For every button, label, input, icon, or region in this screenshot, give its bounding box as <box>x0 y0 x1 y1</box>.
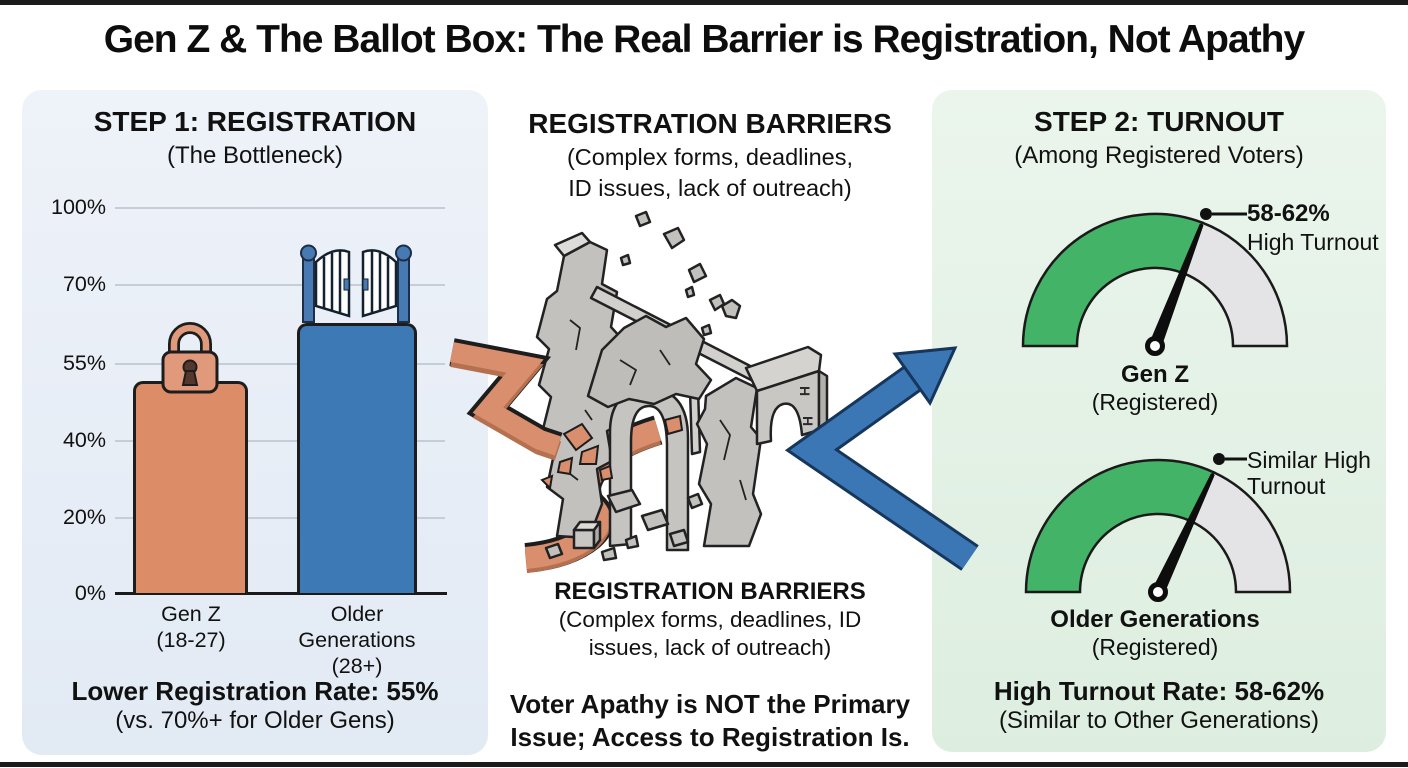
ytick-70: 70% <box>62 272 106 296</box>
older-turnout-note: Similar High Turnout <box>1247 447 1371 500</box>
ytick-100: 100% <box>51 195 106 219</box>
step1-subheading: (The Bottleneck) <box>166 142 344 169</box>
gauge-filled-arc <box>1024 458 1216 594</box>
bar-genz <box>133 381 248 593</box>
gridline-40 <box>115 440 445 442</box>
gauge-needle-hub <box>1145 336 1165 356</box>
ytick-20: 20% <box>62 505 106 529</box>
gauge-filled-arc <box>1021 212 1204 348</box>
older-gauge-sublabel: (Registered) <box>1091 634 1219 660</box>
turnout-rate-comparison: (Similar to Other Generations) <box>998 707 1320 734</box>
breakthrough-arrow <box>784 346 979 571</box>
broken-barrier-illustration: H H <box>449 210 979 573</box>
bar-label-genz: Gen Z (18-27) <box>156 602 226 652</box>
torn-path-shards <box>540 414 684 491</box>
step1-heading: STEP 1: REGISTRATION <box>93 106 417 137</box>
lock-icon <box>161 322 219 394</box>
barriers-caption-sub: (Complex forms, deadlines, ID issues, la… <box>558 607 862 661</box>
registration-rate-comparison: (vs. 70%+ for Older Gens) <box>115 707 395 734</box>
blocked-path-upper-ribbon <box>449 338 684 491</box>
callout-dot <box>1213 453 1225 465</box>
turnout-rate-callout: High Turnout Rate: 58-62% <box>993 676 1325 706</box>
open-gates-icon <box>300 244 412 323</box>
gauge-empty-arc <box>1189 470 1292 594</box>
ytick-0: 0% <box>74 581 106 605</box>
gridline-70 <box>115 284 445 286</box>
top-border-strip <box>0 0 1408 5</box>
older-turnout-gauge <box>1024 453 1292 602</box>
bar-label-older: Older Generations (28+) <box>298 602 416 678</box>
barriers-subheading: (Complex forms, deadlines, ID issues, la… <box>566 144 854 201</box>
apathy-conclusion: Voter Apathy is NOT the Primary Issue; A… <box>509 689 911 752</box>
barriers-heading: REGISTRATION BARRIERS <box>528 108 892 139</box>
older-gauge-label: Older Generations <box>1050 606 1260 633</box>
gridline-100 <box>115 207 445 209</box>
gridline-20 <box>115 517 445 519</box>
genz-turnout-value: 58-62% <box>1247 200 1330 227</box>
bottom-border-strip <box>0 762 1408 767</box>
callout-dot <box>1200 208 1212 220</box>
gridline-55 <box>115 363 445 365</box>
genz-turnout-gauge <box>1021 208 1289 356</box>
turnout-panel: STEP 2: TURNOUT (Among Registered Voters… <box>932 90 1386 752</box>
registration-rate-callout: Lower Registration Rate: 55% <box>71 676 439 706</box>
ytick-55: 55% <box>62 351 106 375</box>
page-title: Gen Z & The Ballot Box: The Real Barrier… <box>103 18 1305 61</box>
svg-text:H: H <box>800 416 816 426</box>
bar-older-generations <box>297 323 417 593</box>
crumbling-wall: H H <box>535 210 829 562</box>
gauge-needle <box>1152 473 1215 595</box>
barriers-caption-heading: REGISTRATION BARRIERS <box>554 578 866 605</box>
svg-text:H: H <box>797 386 813 396</box>
step2-heading: STEP 2: TURNOUT <box>1034 106 1284 137</box>
x-axis-line <box>115 592 447 595</box>
step2-subheading: (Among Registered Voters) <box>1014 142 1304 169</box>
gauge-needle-hub <box>1148 582 1168 602</box>
genz-gauge-sublabel: (Registered) <box>1091 389 1219 415</box>
genz-gauge-label: Gen Z <box>1120 361 1189 388</box>
ytick-40: 40% <box>62 428 106 452</box>
registration-panel: STEP 1: REGISTRATION (The Bottleneck) 10… <box>22 90 488 755</box>
gauge-empty-arc <box>1181 221 1289 348</box>
genz-turnout-note: High Turnout <box>1247 229 1379 255</box>
gauge-needle <box>1148 223 1204 349</box>
